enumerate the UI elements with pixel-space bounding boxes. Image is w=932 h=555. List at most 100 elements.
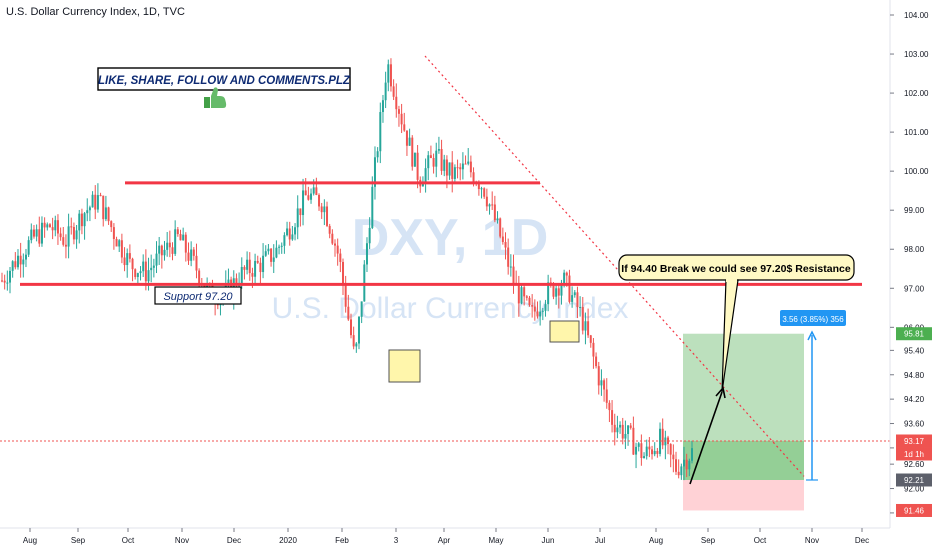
candle-body [147,270,150,282]
candle-body [166,242,169,250]
candle-body [520,287,523,304]
candle-body [187,252,190,261]
time-tick-label: Jul [595,536,605,545]
candle-body [371,186,374,228]
candle-body [384,82,387,101]
price-tick-label: 94.80 [904,371,925,380]
time-tick-label: Aug [649,536,663,545]
price-badge[interactable] [896,447,932,461]
candle-body [456,167,459,169]
candle-body [299,208,302,216]
candle-body [118,240,121,247]
candle-body [142,261,145,272]
candle-body [270,248,273,262]
price-badge-label: 1d 1h [904,450,924,459]
candle-body [611,410,614,425]
candle-body [501,236,504,243]
candle-body [469,161,472,173]
candle-body [579,307,582,309]
candle-body [477,184,480,190]
price-badge[interactable] [896,503,932,517]
candle-body [94,194,97,210]
candle-body [342,261,345,285]
support-label-box[interactable] [154,286,242,305]
highlight-box-june[interactable] [549,320,580,343]
candle-body [272,257,275,262]
candle-body [485,196,488,207]
candle-body [275,247,278,258]
candle-body [581,307,584,331]
candle-body [96,195,99,210]
candle-body [597,366,600,386]
stop-zone[interactable] [683,480,804,511]
candle-body [432,157,435,167]
candle-body [136,273,139,277]
candle-body [246,259,249,270]
candle-body [38,229,41,244]
candle-body [102,195,105,220]
candle-body [62,237,65,245]
candle-body [3,280,6,283]
candle-body [43,222,46,228]
highlight-box-march[interactable] [388,349,421,383]
candle-body [547,282,550,305]
candle-body [206,283,209,289]
candle-body [88,207,91,211]
candle-body [555,288,558,297]
time-tick-label: Feb [335,536,349,545]
like-share-box[interactable] [97,67,351,91]
candle-body [155,253,158,266]
candle-body [517,284,520,304]
candle-body [48,224,51,228]
projection-arrow-line[interactable] [689,391,723,485]
candle-body [19,255,22,265]
candle-body [320,206,323,213]
candle-body [56,220,59,234]
candle-body [643,456,646,459]
candle-body [677,471,680,476]
candle-body [54,220,57,231]
entry-zone[interactable] [683,440,804,480]
candle-body [637,443,640,447]
candle-body [595,356,598,367]
candle-body [190,249,193,261]
candle-body [139,271,142,274]
candle-body [523,287,526,297]
trend-line[interactable] [424,55,805,477]
candle-body [576,292,579,308]
candle-body [302,190,305,216]
candle-body [683,459,686,467]
candle-body [192,249,195,256]
candle-body [168,242,171,248]
candle-body [59,233,62,238]
candle-body [464,163,467,165]
target-zone[interactable] [683,333,804,441]
candle-body [150,267,153,271]
candle-body [640,443,643,459]
candle-body [291,234,294,240]
candle-body [134,269,137,277]
candle-body [198,270,201,284]
price-badge[interactable] [896,473,932,487]
candle-body [429,155,432,158]
candle-body [349,319,352,336]
price-badge[interactable] [896,434,932,448]
price-tick-label: 92.60 [904,460,925,469]
candle-body [24,254,27,260]
candle-body [251,273,254,277]
candle-body [91,194,94,208]
candle-body [126,253,129,266]
candle-body [355,343,358,347]
candle-body [525,296,528,298]
candle-body [541,310,544,312]
candle-body [256,260,259,263]
candle-body [336,245,339,254]
price-tick-label: 92.00 [904,485,925,494]
candle-body [680,466,683,476]
candle-body [158,245,161,254]
candle-body [347,306,350,320]
price-badge[interactable] [896,327,932,341]
candle-body [72,226,75,240]
